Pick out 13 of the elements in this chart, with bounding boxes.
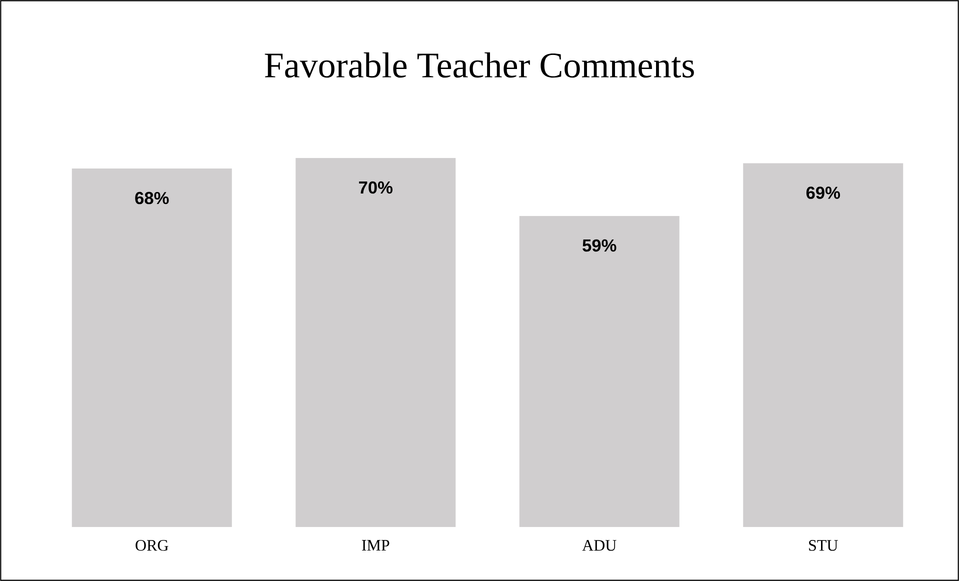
bar: [72, 168, 232, 527]
data-label: 69%: [806, 186, 840, 199]
bar: [296, 158, 456, 527]
x-tick-label: IMP: [362, 540, 390, 551]
x-tick-label: ADU: [582, 540, 616, 551]
x-tick-label: ORG: [136, 540, 168, 551]
data-label: 68%: [135, 192, 169, 204]
bar: [743, 163, 904, 527]
data-label: 70%: [359, 181, 393, 194]
chart-title: Favorable Teacher Comments: [264, 52, 694, 78]
data-label: 59%: [582, 239, 616, 252]
bar: [519, 216, 680, 527]
x-tick-label: STU: [809, 540, 838, 551]
